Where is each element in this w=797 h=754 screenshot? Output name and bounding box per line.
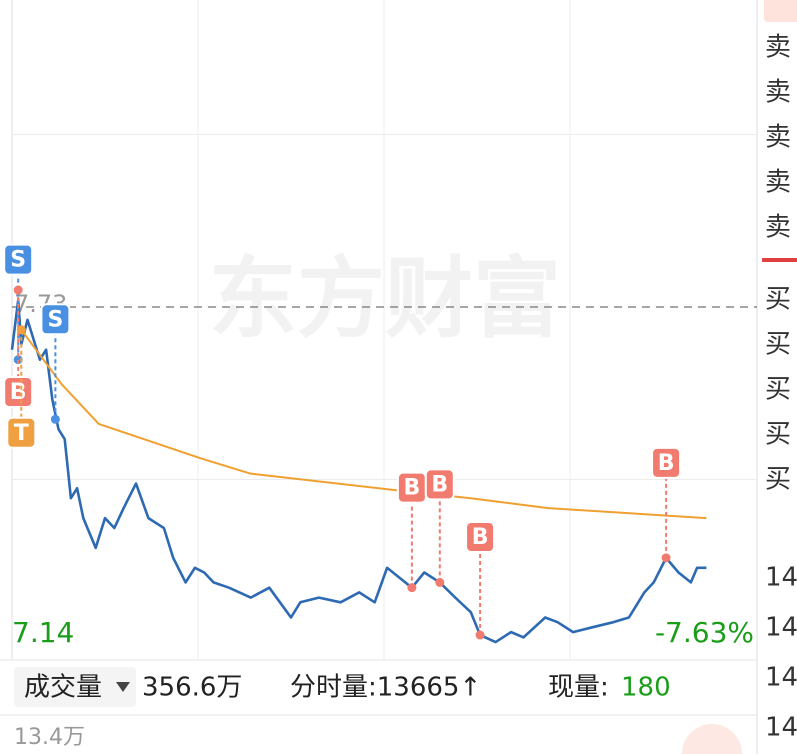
current-volume-label: 现量: bbox=[548, 673, 609, 703]
sell-label: 卖 bbox=[765, 123, 791, 153]
book-price: 14 bbox=[765, 613, 797, 643]
annotation-box bbox=[3, 376, 34, 409]
change-label: -7.63% bbox=[655, 616, 754, 649]
low-label: 7.14 bbox=[12, 616, 74, 649]
dropdown-arrow bbox=[116, 682, 130, 692]
annotation-point bbox=[407, 583, 417, 593]
annotation-box bbox=[465, 521, 496, 554]
volume-selector[interactable] bbox=[14, 667, 136, 707]
annotation-label: B bbox=[431, 472, 448, 497]
annotation-box bbox=[40, 303, 71, 336]
volume-axis-label: 13.4万 bbox=[14, 725, 85, 750]
sell-label: 卖 bbox=[765, 168, 791, 198]
buy-label: 买 bbox=[765, 465, 791, 495]
buy-label: 买 bbox=[765, 330, 791, 360]
annotation-box bbox=[3, 243, 34, 276]
buy-label: 买 bbox=[765, 375, 791, 405]
book-price: 14 bbox=[765, 563, 797, 593]
annotation-label: T bbox=[14, 421, 29, 446]
volume-selector-label[interactable]: 成交量 bbox=[24, 673, 102, 703]
annotation-point bbox=[435, 577, 445, 587]
sell-label: 卖 bbox=[765, 33, 791, 63]
buy-label: 买 bbox=[765, 420, 791, 450]
annotation-point bbox=[16, 325, 26, 335]
sell-label: 卖 bbox=[765, 213, 791, 243]
tick-volume: 分时量:13665↑ bbox=[290, 673, 481, 703]
annotation-label: B bbox=[658, 451, 675, 476]
buy-label: 买 bbox=[765, 285, 791, 315]
float-button[interactable] bbox=[682, 724, 742, 754]
series-line bbox=[20, 329, 707, 520]
annotation-label: B bbox=[404, 476, 421, 501]
current-volume: 180 bbox=[621, 673, 671, 703]
book-price: 14 bbox=[765, 713, 797, 743]
annotation-box bbox=[424, 468, 455, 501]
volume-total: 356.6万 bbox=[142, 673, 242, 703]
annotation-label: B bbox=[472, 525, 489, 550]
annotation-point bbox=[661, 553, 671, 563]
sell-label: 卖 bbox=[765, 78, 791, 108]
watermark: 东方财富 bbox=[209, 247, 561, 350]
annotation-point bbox=[13, 285, 23, 295]
book-price: 14 bbox=[765, 663, 797, 693]
annotation-label: S bbox=[47, 307, 63, 332]
annotation-point bbox=[13, 355, 23, 365]
annotation-point bbox=[50, 414, 60, 424]
annotation-label: S bbox=[10, 248, 26, 273]
annotation-label: B bbox=[10, 380, 27, 405]
annotation-box bbox=[651, 446, 682, 479]
series-line bbox=[10, 298, 707, 644]
tab[interactable] bbox=[764, 0, 797, 22]
annotation-box bbox=[6, 416, 37, 449]
annotation-point bbox=[475, 630, 485, 640]
